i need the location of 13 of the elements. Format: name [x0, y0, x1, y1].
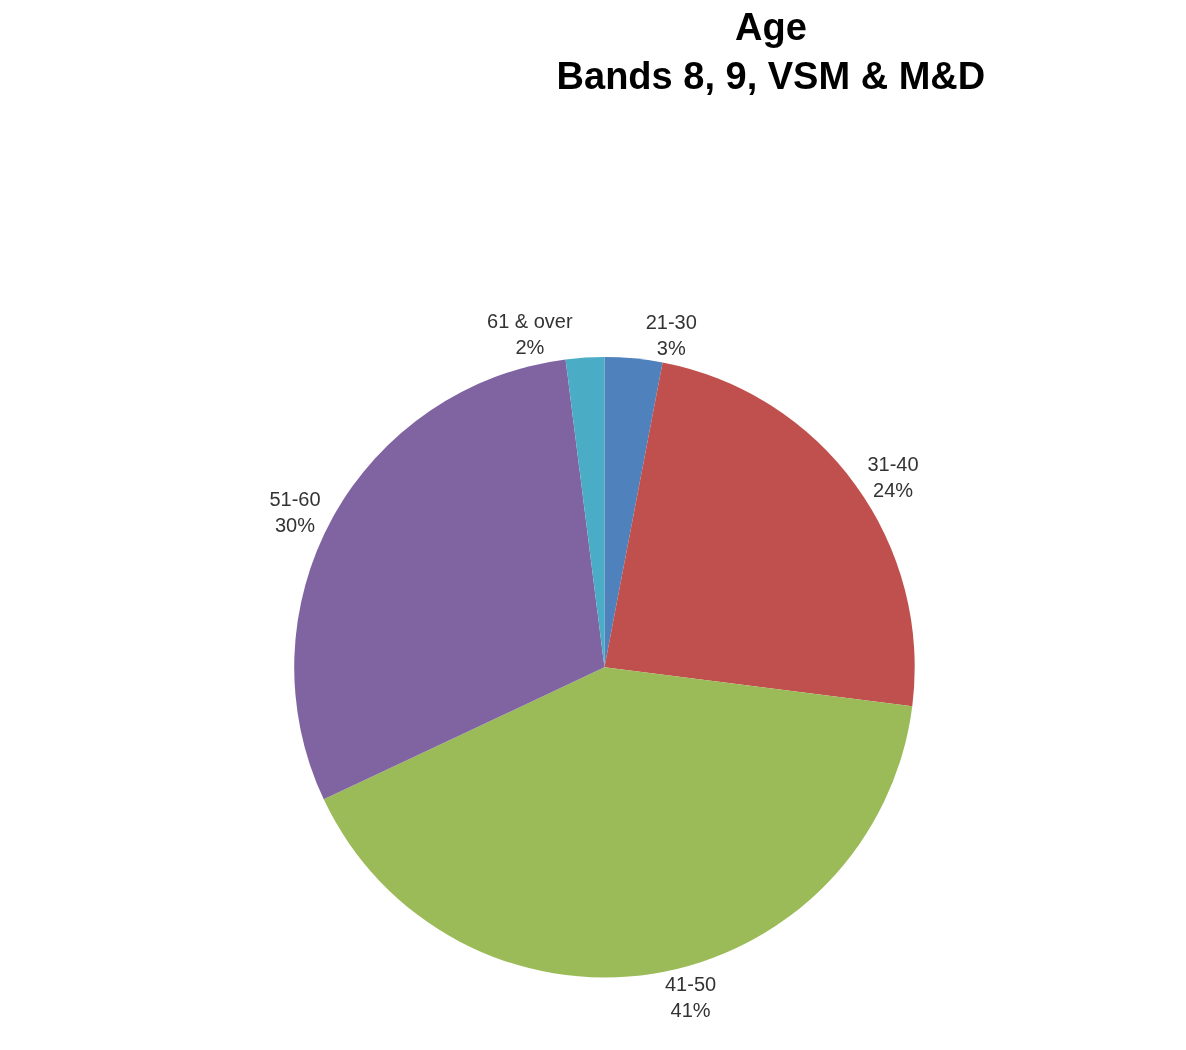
slice-label: 51-60 — [269, 488, 321, 511]
slice-label: 31-40 — [867, 452, 919, 475]
slice-label: 41-50 — [664, 973, 717, 996]
chart-title: Age Bands 8, 9, VSM & M&D — [556, 6, 986, 98]
data-label: 2% — [515, 335, 545, 358]
data-label: 3% — [656, 336, 686, 359]
pie-slice — [604, 357, 663, 668]
data-label: 30% — [274, 514, 316, 537]
data-label: 41% — [670, 999, 711, 1022]
slice-label: 61 & over — [487, 309, 573, 332]
data-label: 24% — [873, 478, 914, 501]
slice-label: 21-30 — [645, 310, 697, 333]
pie-slice — [323, 667, 913, 978]
